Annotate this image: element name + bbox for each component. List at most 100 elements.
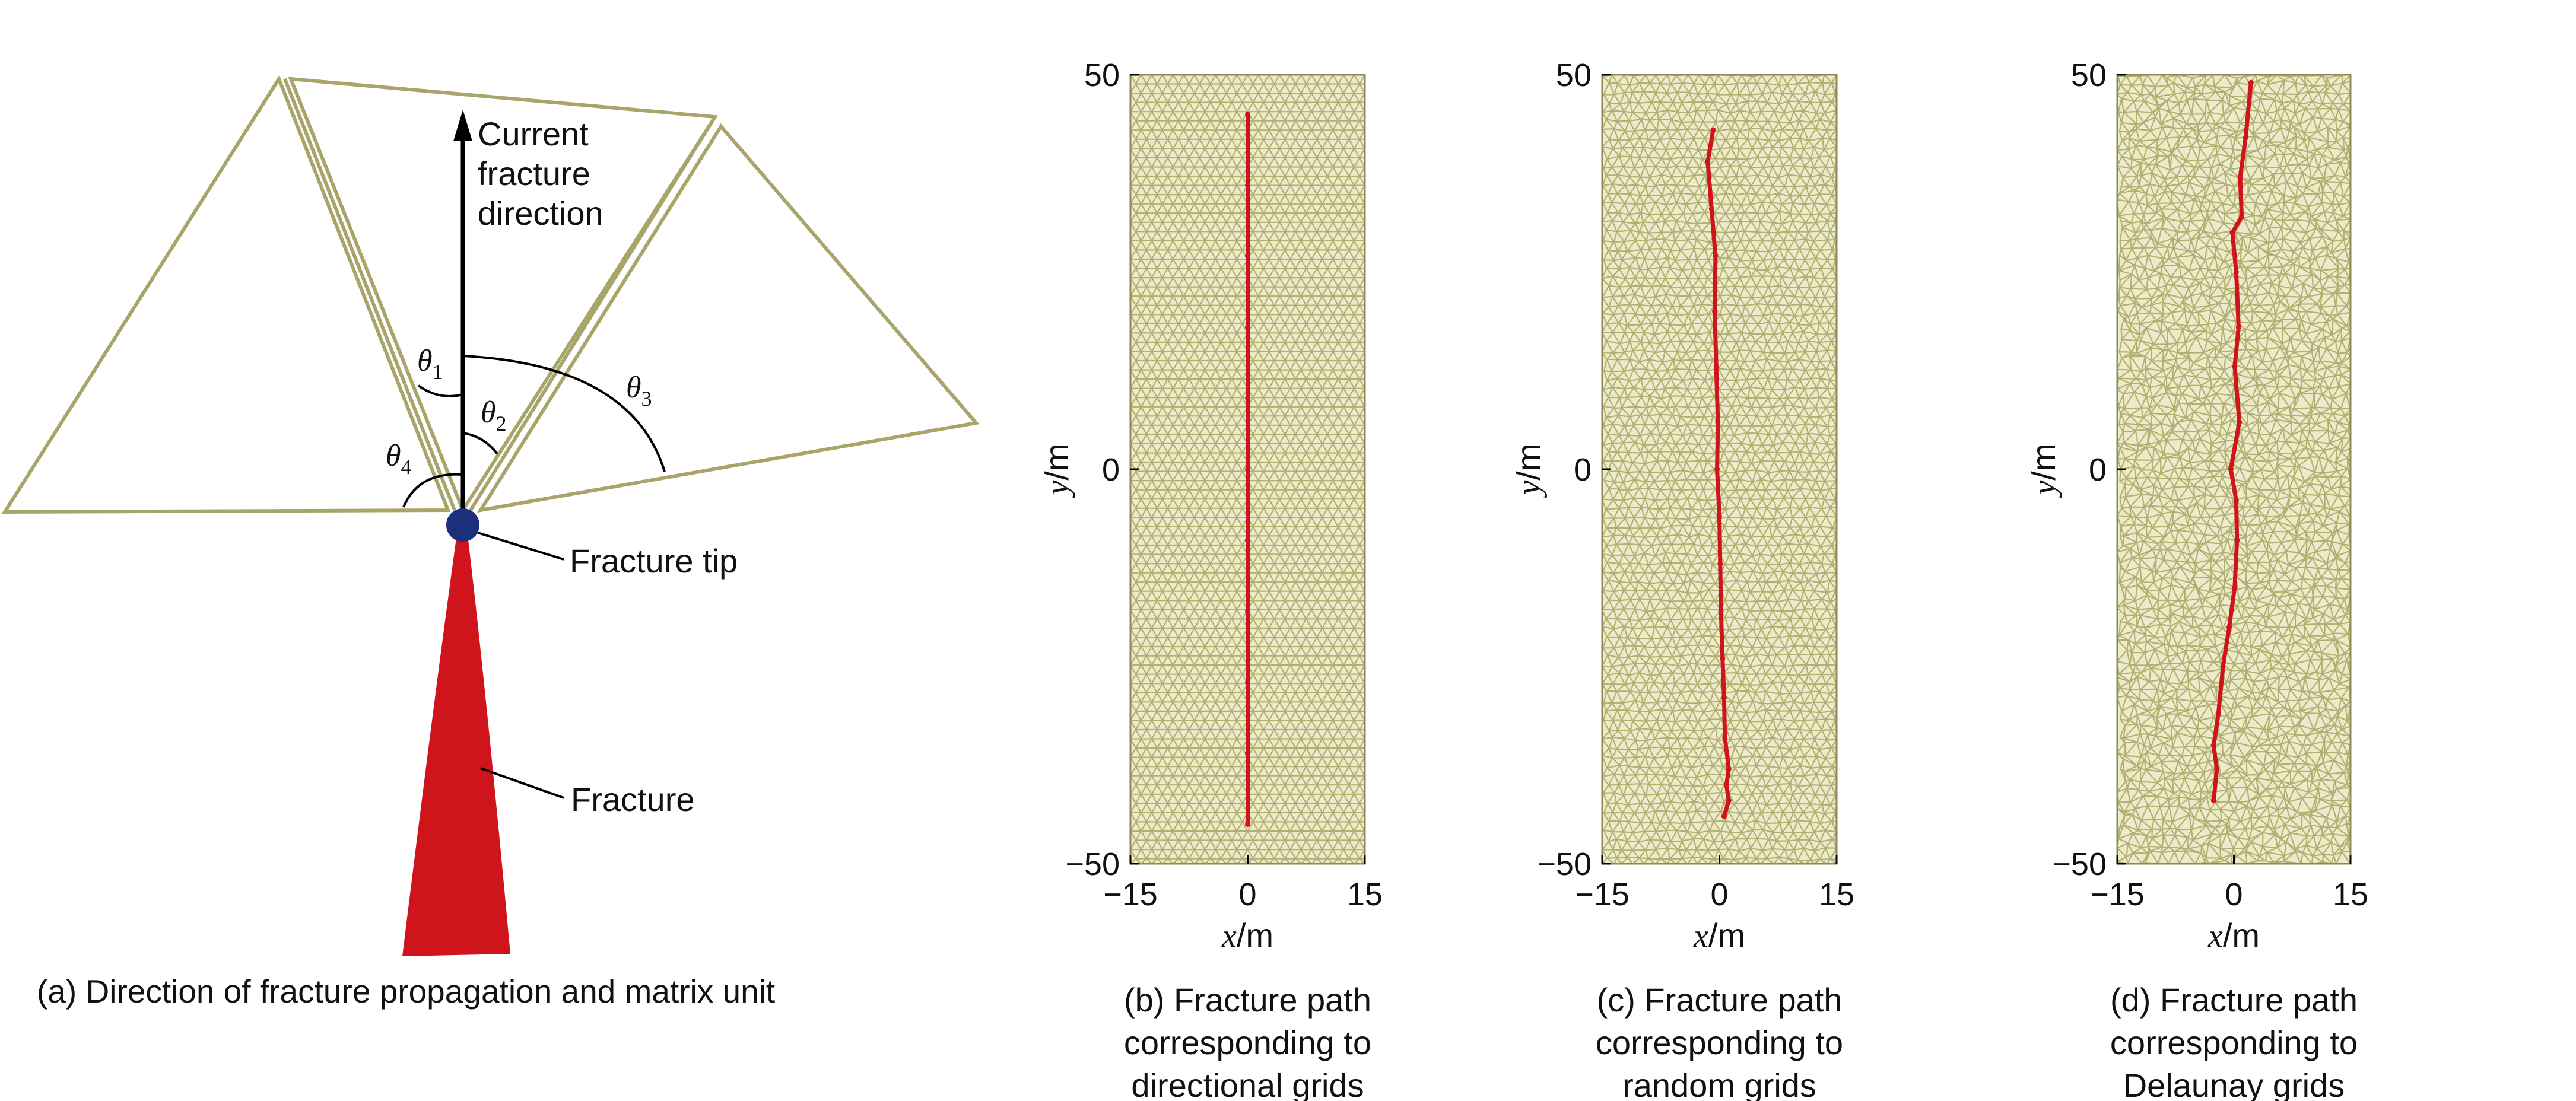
fracture-path-point bbox=[2215, 711, 2221, 717]
plot-caption-line: (c) Fracture path bbox=[1597, 981, 1843, 1019]
plot-caption-line: corresponding to bbox=[1596, 1024, 1843, 1061]
mesh-grid bbox=[1130, 75, 1365, 864]
matrix-edge-inner-1 bbox=[283, 78, 456, 511]
fracture-path-point bbox=[2214, 766, 2220, 772]
plot-caption-line: (b) Fracture path bbox=[1124, 981, 1371, 1019]
fracture-path-point bbox=[1245, 395, 1250, 401]
x-tick-label: 0 bbox=[1710, 877, 1728, 912]
y-axis-label: y/m bbox=[2025, 443, 2063, 498]
direction-label-line1: Current bbox=[478, 115, 589, 152]
plot-caption-line: Delaunay grids bbox=[2123, 1067, 2345, 1101]
fracture-path-point bbox=[1245, 537, 1250, 543]
fracture-tip-marker bbox=[446, 508, 479, 542]
angle-label-theta4: θ4 bbox=[386, 439, 412, 479]
x-tick-label: −15 bbox=[2090, 877, 2145, 912]
fracture-path-point bbox=[1714, 466, 1720, 472]
fracture-path-point bbox=[1710, 127, 1716, 133]
y-axis-label: y/m bbox=[1038, 443, 1076, 498]
fracture-path-point bbox=[2237, 174, 2243, 180]
x-tick-label: 15 bbox=[1819, 877, 1854, 912]
fracture-path-point bbox=[1726, 798, 1732, 804]
y-tick-label: −50 bbox=[2052, 847, 2107, 882]
fracture-path-point bbox=[2248, 79, 2254, 85]
y-tick-label: 50 bbox=[1084, 58, 1120, 93]
fracture-path-point bbox=[1245, 608, 1250, 614]
x-tick-label: 15 bbox=[2333, 877, 2368, 912]
fracture-path-point bbox=[2233, 269, 2239, 275]
angle-label-theta2: θ2 bbox=[481, 396, 507, 435]
fracture-path-point bbox=[1713, 253, 1719, 259]
fracture-path-point bbox=[2220, 664, 2226, 669]
x-tick-label: −15 bbox=[1575, 877, 1630, 912]
y-axis-label: y/m bbox=[1510, 443, 1548, 498]
panel-a-caption: (a) Direction of fracture propagation an… bbox=[37, 973, 775, 1010]
plot-caption-line: directional grids bbox=[1131, 1067, 1364, 1101]
fracture-path-point bbox=[1245, 466, 1250, 472]
x-axis-label: x/m bbox=[2207, 917, 2260, 954]
fracture-path-plots: −15 0 15 50 0 −50 x/m y/m (b) Fracture path corre… bbox=[1038, 58, 2368, 1101]
fracture-path-point bbox=[1245, 182, 1250, 188]
plot-c: −15 0 15 50 0 −50 x/m y/m (c) Fracture path corre… bbox=[1510, 58, 1854, 1101]
fracture-path-point bbox=[1717, 561, 1723, 567]
fracture-path-point bbox=[2239, 214, 2245, 219]
y-tick-label: 0 bbox=[1574, 452, 1592, 488]
x-tick-label: 15 bbox=[1347, 877, 1383, 912]
x-tick-label: 0 bbox=[1238, 877, 1256, 912]
fracture-path-point bbox=[2210, 798, 2216, 804]
fracture-path-point bbox=[1245, 112, 1250, 117]
angle-arc-theta2 bbox=[462, 432, 498, 455]
fracture-path-point bbox=[1717, 514, 1722, 520]
fracture-path-point bbox=[1712, 308, 1718, 314]
x-axis-label: x/m bbox=[1693, 917, 1745, 954]
y-tick-label: −50 bbox=[1065, 847, 1120, 882]
angle-label-theta1: θ1 bbox=[417, 344, 443, 384]
plot-caption-line: random grids bbox=[1622, 1067, 1816, 1101]
fracture-leader-line bbox=[480, 767, 564, 799]
y-tick-label: 50 bbox=[2071, 58, 2107, 93]
fracture-path-point bbox=[1708, 206, 1714, 212]
fracture-path-point bbox=[1726, 766, 1732, 772]
plot-caption-line: corresponding to bbox=[2110, 1024, 2358, 1061]
fracture-path-point bbox=[1245, 253, 1250, 259]
y-tick-label: 50 bbox=[1556, 58, 1592, 93]
fracture-path-point bbox=[2232, 585, 2238, 590]
fracture-path-point bbox=[1722, 734, 1728, 740]
direction-label-line3: direction bbox=[478, 195, 603, 232]
fracture-path-point bbox=[2229, 230, 2235, 236]
fracture-path-point bbox=[2235, 324, 2241, 330]
angle-arc-theta3 bbox=[462, 355, 666, 472]
fracture-path-point bbox=[2233, 498, 2239, 504]
fracture-path-point bbox=[1713, 364, 1719, 370]
fracture-path-point bbox=[2228, 466, 2234, 472]
fracture-path-point bbox=[1245, 324, 1250, 330]
angle-arc-theta4 bbox=[402, 473, 463, 508]
fracture-label: Fracture bbox=[571, 781, 695, 818]
fracture-path-point bbox=[1723, 782, 1729, 788]
y-tick-label: 0 bbox=[2089, 452, 2107, 488]
fracture-path-point bbox=[1245, 679, 1250, 685]
fracture-path-point bbox=[1715, 419, 1721, 425]
angle-arc-theta1 bbox=[417, 384, 463, 397]
panel-a-schematic: Current fracture direction θ1 θ2 θ3 θ4 F… bbox=[1, 75, 980, 1010]
fracture-path-point bbox=[1721, 813, 1727, 819]
plot-caption-line: (d) Fracture path bbox=[2110, 981, 2358, 1019]
angle-label-theta3: θ3 bbox=[626, 371, 652, 411]
matrix-triangle-right bbox=[477, 123, 980, 513]
fracture-path-point bbox=[1721, 695, 1727, 701]
fracture-path-point bbox=[2232, 364, 2238, 370]
fracture-path-point bbox=[1245, 750, 1250, 756]
fracture-path-point bbox=[2234, 537, 2240, 543]
fracture-path-point bbox=[2237, 419, 2243, 425]
tip-leader-line bbox=[477, 532, 564, 561]
plot-b: −15 0 15 50 0 −50 x/m y/m (b) Fracture path corre… bbox=[1038, 58, 1383, 1101]
y-tick-label: −50 bbox=[1537, 847, 1592, 882]
direction-arrow-head bbox=[453, 110, 472, 141]
fracture-tip-label: Fracture tip bbox=[570, 542, 738, 580]
plot-caption-line: corresponding to bbox=[1124, 1024, 1371, 1061]
fracture-path-point bbox=[1720, 655, 1726, 661]
fracture-path-point bbox=[1718, 608, 1724, 614]
fracture-path-point bbox=[1245, 822, 1250, 827]
fracture-path-point bbox=[1705, 158, 1711, 164]
fracture-path-point bbox=[2226, 624, 2232, 630]
